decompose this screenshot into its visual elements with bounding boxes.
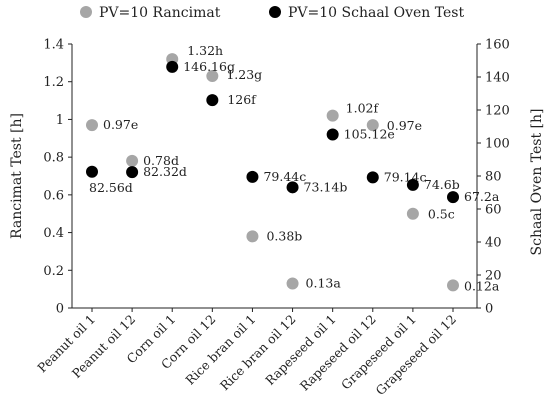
data-point bbox=[126, 166, 139, 179]
data-point bbox=[286, 181, 299, 194]
data-label: 0.13a bbox=[306, 275, 342, 290]
data-label: 126f bbox=[227, 92, 257, 107]
data-label: 79.14c bbox=[384, 169, 427, 184]
data-label: 74.6b bbox=[424, 177, 460, 192]
data-point bbox=[366, 119, 379, 132]
y2-tick-label: 140 bbox=[485, 71, 510, 86]
data-point bbox=[166, 60, 179, 73]
data-point bbox=[206, 70, 219, 83]
y2-tick-label: 40 bbox=[485, 236, 502, 251]
y2-tick-label: 60 bbox=[485, 203, 502, 218]
data-label: 79.44c bbox=[263, 169, 306, 184]
legend-label: PV=10 Schaal Oven Test bbox=[288, 5, 464, 21]
data-point bbox=[286, 277, 299, 290]
y-tick-label: 1.2 bbox=[43, 75, 64, 90]
data-label: 0.97e bbox=[387, 118, 422, 133]
data-point bbox=[206, 94, 219, 107]
data-label: 1.32h bbox=[187, 43, 223, 58]
data-point bbox=[406, 178, 419, 191]
data-point bbox=[246, 230, 259, 243]
data-point bbox=[126, 154, 139, 167]
y2-tick-label: 160 bbox=[485, 38, 510, 53]
data-point bbox=[246, 170, 259, 183]
y-tick-label: 0.8 bbox=[43, 151, 64, 166]
y2-tick-label: 80 bbox=[485, 170, 502, 185]
data-label: 0.12a bbox=[464, 278, 500, 293]
y-tick-label: 0 bbox=[56, 302, 64, 317]
data-point bbox=[447, 279, 459, 292]
data-label: 1.02f bbox=[346, 101, 380, 116]
data-label: 82.32d bbox=[143, 164, 187, 179]
legend-label: PV=10 Rancimat bbox=[99, 5, 221, 21]
y2-tick-label: 0 bbox=[485, 302, 493, 317]
x-tick-label: Rice bran oil 1 bbox=[182, 312, 258, 388]
y-tick-label: 1.4 bbox=[43, 38, 64, 53]
data-label: 1.23g bbox=[226, 67, 262, 82]
y-tick-label: 1 bbox=[56, 113, 64, 128]
data-point bbox=[326, 109, 339, 122]
y2-tick-label: 120 bbox=[485, 104, 510, 119]
data-point bbox=[366, 171, 379, 184]
data-label: 105.12e bbox=[344, 127, 395, 142]
y-tick-label: 0.2 bbox=[43, 264, 64, 279]
y-tick-label: 0.6 bbox=[43, 188, 64, 203]
x-tick-label: Rapeseed oil 1 bbox=[262, 312, 339, 389]
data-label: 0.78d bbox=[143, 153, 179, 168]
data-point bbox=[86, 165, 98, 178]
data-point bbox=[86, 119, 98, 132]
data-label: 0.5c bbox=[428, 207, 455, 222]
legend-marker bbox=[80, 6, 92, 18]
legend-marker bbox=[269, 6, 281, 18]
y2-axis-title: Schaal Oven Test [h] bbox=[529, 109, 545, 256]
data-point bbox=[326, 128, 339, 141]
y2-tick-label: 20 bbox=[485, 269, 502, 284]
data-point bbox=[447, 191, 459, 204]
data-label: 67.2a bbox=[464, 189, 500, 204]
data-label: 73.14b bbox=[304, 179, 348, 194]
y-axis-title: Rancimat Test [h] bbox=[9, 113, 25, 239]
data-label: 146.16g bbox=[183, 59, 235, 74]
data-label: 0.97e bbox=[103, 117, 138, 132]
data-label: 0.38b bbox=[266, 228, 302, 243]
y-tick-label: 0.4 bbox=[43, 226, 64, 241]
data-point bbox=[406, 207, 419, 220]
data-label: 82.56d bbox=[89, 180, 133, 195]
y2-tick-label: 100 bbox=[485, 137, 510, 152]
